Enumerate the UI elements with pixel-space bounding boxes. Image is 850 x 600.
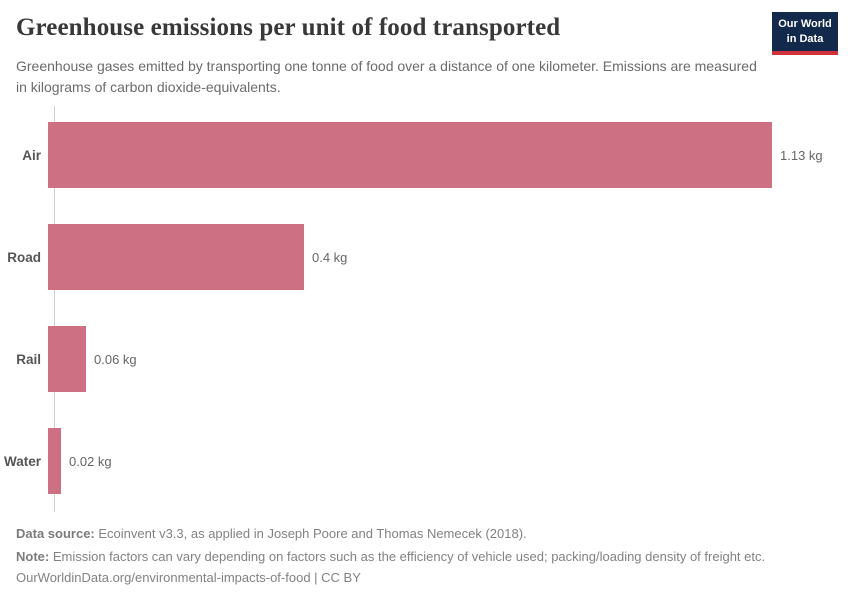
category-label: Rail	[16, 351, 41, 367]
owid-logo-line1: Our World	[778, 18, 832, 30]
bar-track: 0.4 kg	[48, 224, 850, 290]
chart-row: Rail 0.06 kg	[0, 308, 850, 410]
value-label: 0.02 kg	[69, 453, 112, 469]
note-text: Emission factors can vary depending on f…	[49, 549, 766, 564]
bar-track: 0.06 kg	[48, 326, 850, 392]
owid-logo-line2: in Data	[786, 32, 824, 45]
page-title: Greenhouse emissions per unit of food tr…	[16, 14, 561, 41]
note-line: Note: Emission factors can vary dependin…	[16, 546, 836, 567]
category-label: Air	[22, 147, 41, 163]
value-label: 0.06 kg	[94, 351, 137, 367]
chart-footer: Data source: Ecoinvent v3.3, as applied …	[16, 523, 836, 588]
data-source-text: Ecoinvent v3.3, as applied in Joseph Poo…	[94, 526, 527, 541]
value-label: 1.13 kg	[780, 147, 823, 163]
note-label: Note:	[16, 549, 50, 564]
bar-chart: Air 1.13 kg Road 0.4 kg Rail 0.06 kg Water 0.02…	[0, 104, 850, 512]
bar[interactable]	[48, 224, 304, 290]
chart-row: Road 0.4 kg	[0, 206, 850, 308]
category-label: Road	[7, 249, 41, 265]
bar-track: 0.02 kg	[48, 428, 850, 494]
value-label: 0.4 kg	[312, 249, 348, 265]
y-axis-line	[54, 106, 55, 512]
data-source-line: Data source: Ecoinvent v3.3, as applied …	[16, 523, 836, 544]
chart-row: Water 0.02 kg	[0, 410, 850, 512]
data-source-label: Data source:	[16, 526, 95, 541]
chart-subtitle: Greenhouse gases emitted by transporting…	[16, 58, 757, 95]
category-label: Water	[3, 453, 41, 469]
bar[interactable]	[48, 428, 61, 494]
bar-track: 1.13 kg	[48, 122, 850, 188]
bar[interactable]	[48, 326, 86, 392]
owid-logo[interactable]: Our World in Data	[772, 12, 838, 55]
footer-url[interactable]: OurWorldinData.org/environmental-impacts…	[16, 570, 361, 585]
bar[interactable]	[48, 122, 772, 188]
chart-rows: Air 1.13 kg Road 0.4 kg Rail 0.06 kg Water 0.02…	[0, 104, 850, 512]
chart-row: Air 1.13 kg	[0, 104, 850, 206]
